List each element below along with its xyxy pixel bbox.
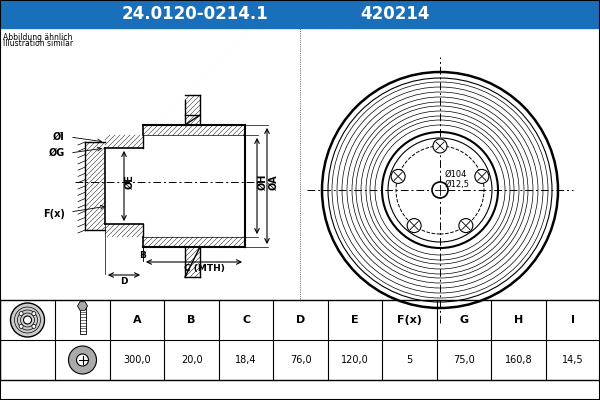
Circle shape [19, 312, 23, 316]
Text: Abbildung ähnlich: Abbildung ähnlich [3, 32, 73, 42]
Text: ØE: ØE [125, 174, 135, 190]
Text: H: H [514, 315, 523, 325]
Text: B: B [187, 315, 196, 325]
Circle shape [432, 182, 448, 198]
Text: ØA: ØA [269, 174, 279, 190]
Circle shape [407, 218, 421, 232]
Circle shape [433, 139, 447, 153]
Text: 120,0: 120,0 [341, 355, 369, 365]
Text: 75,0: 75,0 [453, 355, 475, 365]
Circle shape [32, 324, 36, 328]
Circle shape [77, 354, 89, 366]
Text: 14,5: 14,5 [562, 355, 584, 365]
Text: G: G [460, 315, 469, 325]
Circle shape [23, 316, 32, 324]
Circle shape [19, 324, 23, 328]
Text: C (MTH): C (MTH) [184, 264, 224, 272]
Circle shape [475, 170, 489, 184]
Text: Ø104: Ø104 [445, 170, 467, 178]
Text: 420214: 420214 [360, 5, 430, 23]
Text: Ø12,5: Ø12,5 [445, 180, 470, 190]
Text: C: C [242, 315, 250, 325]
Bar [0, 0, 600, 28]
Text: D: D [120, 276, 128, 286]
Text: F(x): F(x) [397, 315, 422, 325]
Circle shape [317, 67, 563, 313]
Text: 24.0120-0214.1: 24.0120-0214.1 [122, 5, 268, 23]
Text: 160,8: 160,8 [505, 355, 532, 365]
Text: Illustration similar: Illustration similar [3, 40, 73, 48]
Bar [79, 306, 86, 334]
Circle shape [68, 346, 97, 374]
Text: 76,0: 76,0 [290, 355, 311, 365]
Text: ØH: ØH [258, 174, 268, 190]
Text: F(x): F(x) [43, 209, 65, 219]
Text: 5: 5 [406, 355, 413, 365]
Text: 20,0: 20,0 [181, 355, 202, 365]
Text: E: E [351, 315, 359, 325]
Text: B: B [140, 252, 146, 260]
Text: D: D [296, 315, 305, 325]
Text: I: I [571, 315, 575, 325]
Circle shape [459, 218, 473, 232]
Bar [0, 300, 600, 380]
Polygon shape [77, 302, 88, 310]
Text: ØG: ØG [49, 148, 65, 158]
Text: 300,0: 300,0 [124, 355, 151, 365]
Text: 18,4: 18,4 [235, 355, 257, 365]
Text: ØI: ØI [53, 132, 65, 142]
Circle shape [32, 312, 36, 316]
Circle shape [11, 303, 44, 337]
Circle shape [391, 170, 405, 184]
Text: A: A [133, 315, 142, 325]
